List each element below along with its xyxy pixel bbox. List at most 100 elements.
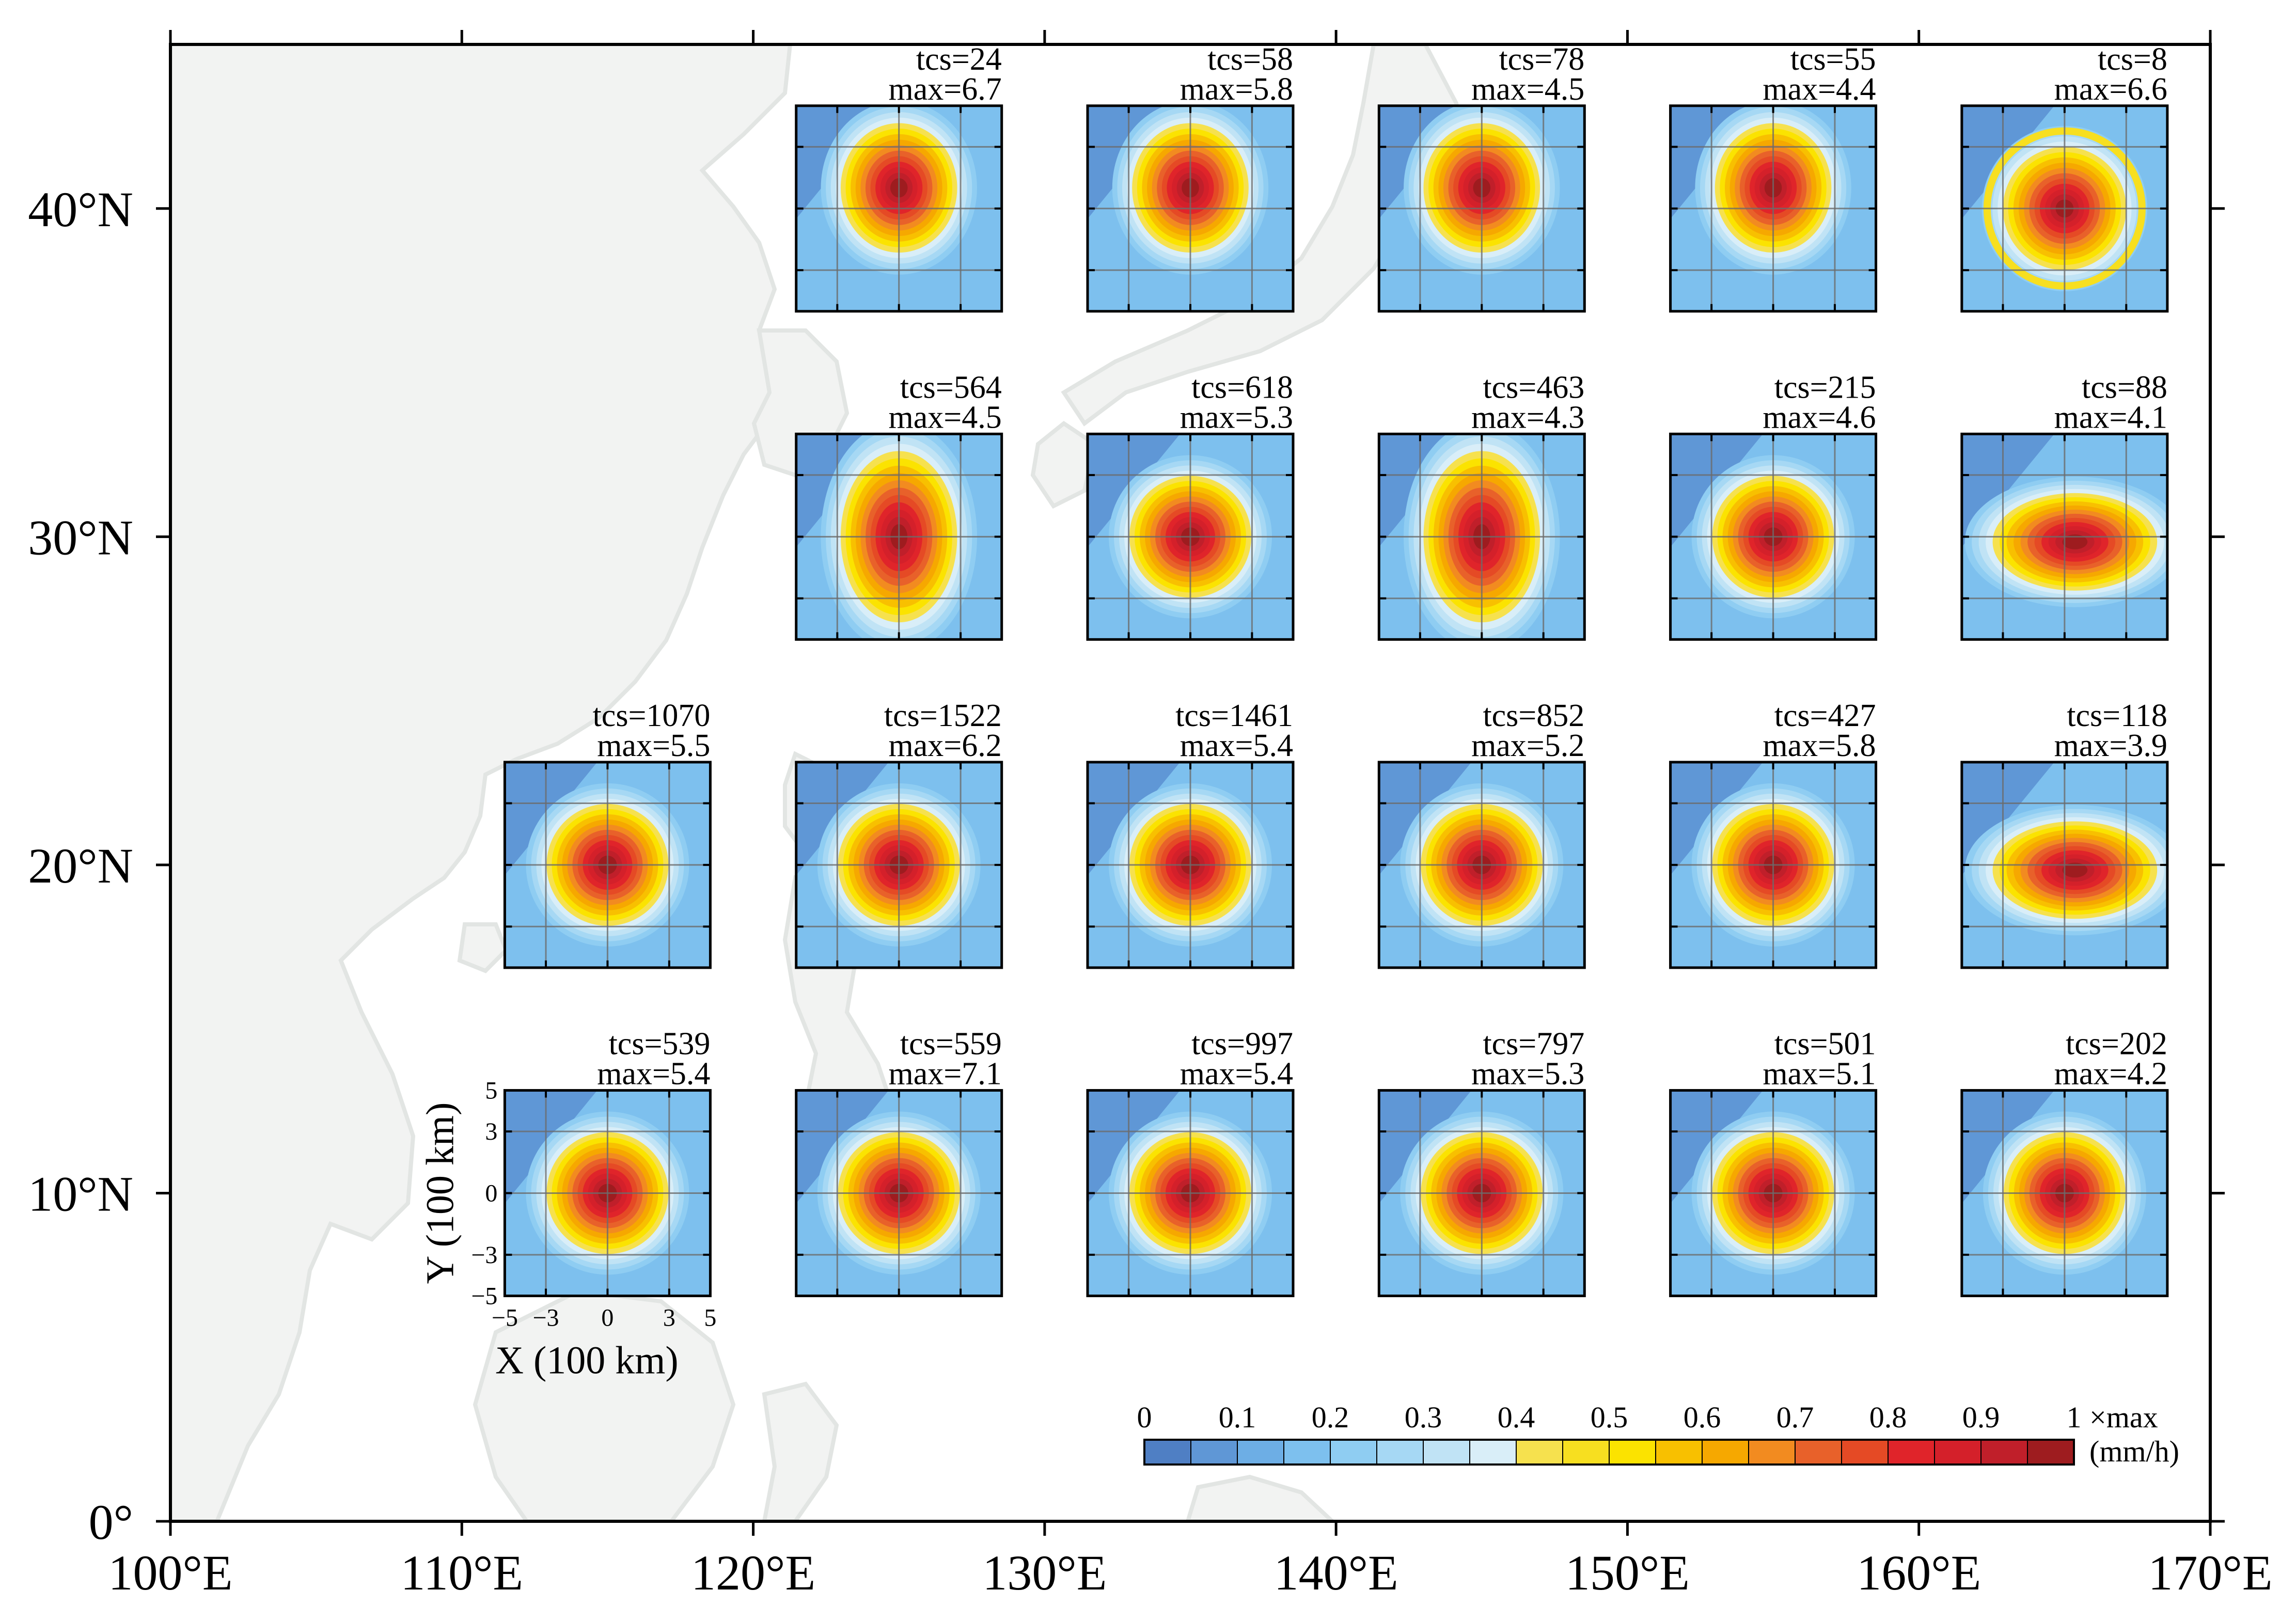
colorbar-swatch [1330, 1439, 1377, 1465]
colorbar-swatch [1237, 1439, 1284, 1465]
colorbar-unit-top: ×max [2089, 1400, 2158, 1434]
colorbar-swatch [1702, 1439, 1749, 1465]
panel-tcs-label: tcs=8 [2098, 42, 2167, 77]
colorbar-tick-label: 0.4 [1498, 1400, 1535, 1434]
colorbar-tick-label: 0.6 [1684, 1400, 1721, 1434]
x-tick-label: 150°E [1565, 1545, 1690, 1600]
colorbar-swatch [1376, 1439, 1424, 1465]
panel-max-label: max=5.4 [1180, 728, 1293, 763]
panel-corner-wash [1379, 1090, 1472, 1204]
colorbar-tick-label: 0.7 [1776, 1400, 1814, 1434]
panel-field [505, 1090, 711, 1296]
colorbar-tick-label: 0.9 [1962, 1400, 2000, 1434]
borneo [473, 1288, 736, 1521]
panel-field [1670, 434, 1876, 640]
panel-field [1961, 105, 2167, 311]
panel-field [1670, 762, 1876, 968]
panel-tcs-label: tcs=1522 [884, 698, 1002, 733]
y-tick-label: 30°N [28, 510, 133, 565]
contour-level [2062, 862, 2088, 878]
composite-panels: tcs=24max=6.7tcs=58max=5.8tcs=78max=4.5t… [418, 42, 2169, 1382]
panel-tcs-label: tcs=55 [1790, 42, 1876, 77]
land-layer [170, 44, 1469, 1521]
panel-max-label: max=5.3 [1471, 1056, 1584, 1091]
panel-max-label: max=5.3 [1180, 400, 1293, 435]
colorbar-swatch [1980, 1439, 2028, 1465]
colorbar-tick-label: 0 [1137, 1400, 1152, 1434]
colorbar-swatch [1841, 1439, 1889, 1465]
panel-corner-wash [1379, 434, 1472, 547]
map-tick-labels: 100°E 110°E 120°E 130°E 140°E 150°E 160°E 170°E… [28, 182, 2272, 1600]
panel-y-tick-label: −5 [471, 1282, 497, 1310]
panel-tcs-label: tcs=78 [1499, 42, 1584, 77]
asia-mainland [170, 44, 793, 1521]
panel-max-label: max=6.7 [888, 72, 1001, 107]
colorbar-swatch [1469, 1439, 1517, 1465]
colorbar-swatch [1190, 1439, 1238, 1465]
panel-max-label: max=5.4 [597, 1056, 710, 1091]
panel-x-tick-label: 3 [663, 1304, 675, 1331]
panel-tcs-label: tcs=202 [2066, 1026, 2167, 1061]
panel-field [1670, 105, 1876, 311]
panel-max-label: max=4.3 [1471, 400, 1584, 435]
colorbar: 0 0.1 0.2 0.3 0.4 0.5 0.6 0.7 0.8 0.9 1 ×max(mm/h) [1137, 1400, 2179, 1468]
panel-field [1088, 1090, 1293, 1296]
colorbar-tick-label: 0.5 [1591, 1400, 1628, 1434]
panel-max-label: max=6.2 [888, 728, 1001, 763]
panel-field [796, 1090, 1002, 1296]
panel-corner-wash [1088, 434, 1181, 547]
panel-max-label: max=4.1 [2054, 400, 2167, 435]
colorbar-swatch [2027, 1439, 2074, 1465]
colorbar-swatch [1795, 1439, 1842, 1465]
colorbar-tick-label: 1 [2067, 1400, 2082, 1434]
panel-max-label: max=5.8 [1180, 72, 1293, 107]
panel-corner-wash [1088, 105, 1181, 219]
sulawesi [762, 1381, 839, 1521]
panel-y-tick-label: 3 [485, 1118, 497, 1145]
panel-tcs-label: tcs=618 [1191, 370, 1293, 405]
panel-field [1670, 1090, 1876, 1296]
x-tick-label: 110°E [401, 1545, 523, 1600]
x-tick-label: 130°E [982, 1545, 1107, 1600]
panel-max-label: max=4.2 [2054, 1056, 2167, 1091]
panel-max-label: max=4.4 [1763, 72, 1876, 107]
hainan [457, 922, 509, 973]
panel-max-label: max=5.4 [1180, 1056, 1293, 1091]
y-tick-label: 10°N [28, 1166, 133, 1221]
panel-corner-wash [1670, 762, 1763, 875]
panel-y-axis-label: Y (100 km) [418, 1103, 462, 1284]
panel-field [1379, 434, 1585, 640]
panel-x-axis-label: X (100 km) [495, 1339, 679, 1382]
panel-max-label: max=5.8 [1763, 728, 1876, 763]
panel-corner-wash [1670, 434, 1763, 547]
panel-x-tick-label: −5 [492, 1304, 518, 1331]
panel-field [1088, 105, 1293, 311]
colorbar-swatch [1748, 1439, 1796, 1465]
y-tick-label: 20°N [28, 838, 133, 893]
panel-tcs-label: tcs=852 [1483, 698, 1584, 733]
panel-tcs-label: tcs=1070 [593, 698, 711, 733]
panel-field [1379, 105, 1585, 311]
panel-tcs-label: tcs=539 [609, 1026, 711, 1061]
panel-max-label: max=4.6 [1763, 400, 1876, 435]
colorbar-tick-label: 0.2 [1312, 1400, 1349, 1434]
x-tick-label: 100°E [108, 1545, 232, 1600]
map-frame [169, 43, 2212, 1523]
colorbar-tick-label: 0.1 [1219, 1400, 1256, 1434]
panel-x-tick-label: 5 [704, 1304, 716, 1331]
panel-corner-wash [1670, 105, 1763, 219]
panel-field [1961, 762, 2167, 968]
panel-field [1379, 1090, 1585, 1296]
